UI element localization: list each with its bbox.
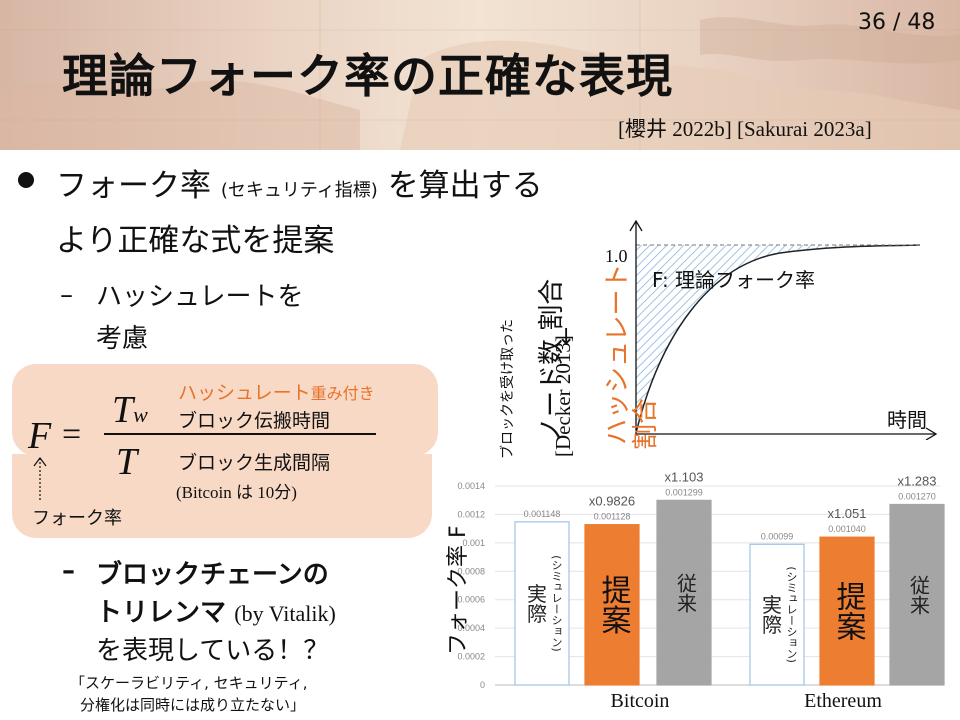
y-tick-label: 0.0014 [457,481,485,491]
bar-name-label: 提案 [831,581,867,641]
label-decker-wrap: [Decker 2013] [525,265,575,465]
bar-value-label: 0.001270 [898,491,936,501]
numerator-subscript: w [133,402,148,427]
y-tick-label: 0.0012 [457,509,485,519]
label-decker: [Decker 2013] [551,335,575,457]
bar-bitcoin-0 [514,521,570,686]
bar-name-label: 提案 [596,575,632,635]
sub-bullet2-line2: トリレンマ (by Vitalik) [96,592,336,629]
formula-denominator: T [116,441,138,483]
formula-box-lower [12,454,432,538]
bar-value-label: 0.001040 [828,524,866,534]
header-map-banner [0,0,960,150]
f-arrow [33,457,47,500]
bar-value-label: 0.001148 [524,509,561,519]
sub-bullet1-line1: ハッシュレートを [96,282,304,312]
by-vitalik: (by Vitalik) [234,601,336,626]
y-tick-label: 0.0002 [457,652,485,662]
y-axis-arrowhead [629,219,643,232]
bar-bitcoin-1 [584,524,640,686]
category-label-bitcoin: Bitcoin [611,690,670,712]
t-note: (Bitcoin は 10分) [176,483,297,502]
main-bullet-line1: フォーク率 (セキュリティ指標) を算出する [56,160,543,205]
bar-ylabel-wrap: フォーク率 F [426,505,471,655]
numerator-T: T [112,389,134,431]
y-tick-label: 0.0008 [457,566,485,576]
bar-sub-label: (シミュレーション) [550,555,563,652]
bar-ratio-label: x1.051 [827,506,866,521]
bar-ratio-label: x0.9826 [589,494,635,509]
x-axis-label: 時間 [887,408,927,432]
references: [櫻井 2022b] [Sakurai 2023a] [618,117,872,141]
bar-sub-label: (シミュレーション) [785,566,798,663]
theory-curve-chart [629,219,938,440]
bar-ethereum-5 [889,503,945,686]
bar-name-label: 従来 [907,574,931,614]
formula-equals: = [62,416,82,453]
sub-bullet-dash: – [60,280,73,310]
sub-bullet1-line2: 考慮 [96,324,149,354]
f-label: フォーク率 [32,508,122,529]
bar-name-label: 従来 [674,572,698,612]
bar-ethereum-4 [819,536,875,686]
main-bullet-suffix: を算出する [387,168,543,204]
y-tick-1: 1.0 [605,246,628,266]
page-number: 36 / 48 [858,10,936,35]
quote-line2: 分権化は同時には成り立たない」 [80,696,306,714]
bar-value-label: 0.00099 [761,531,794,541]
sub-bullet2-line3: を表現している！？ [96,636,330,666]
sub-bullet2-dash: – [62,556,75,586]
x-axis-arrowhead [925,427,938,440]
quote-line1: 「スケーラビリティ, セキュリティ, [70,674,308,692]
bar-value-label: 0.001128 [594,512,631,522]
bar-bitcoin-2 [656,499,712,686]
bar-chart-ylabel: フォーク率 F [446,525,471,655]
tw-label-a: ハッシュレート [178,382,311,404]
tw-label-propagation: ブロック伝搬時間 [178,410,331,432]
formula-box [12,364,438,456]
sub-bullet2-line1: ブロックチェーンの [96,560,329,590]
tw-label-hashrate: ハッシュレート重み付き [178,378,375,405]
bar-ethereum-3 [749,543,805,686]
bar-value-label: 0.001299 [665,487,703,497]
trilemma: トリレンマ [96,598,227,628]
down-arrow: ↓ [557,325,576,350]
main-bullet-paren: (セキュリティ指標) [220,180,378,201]
fork-rate-bar-chart: 0.0014 0.0012 0.001 0.0008 0.0006 0.0004 0.000… [457,469,945,712]
y-tick-label: 0.0006 [457,595,485,605]
main-bullet-line2: より正確な式を提案 [56,223,335,259]
formula-numerator: Tw [112,388,148,432]
label-ratio: 割合 [631,397,661,450]
y-tick-label: 0.001 [462,538,485,548]
main-bullet-prefix: フォーク率 [56,168,211,204]
bar-ratio-label: x1.103 [664,469,703,484]
bar-name-label: 実際 [524,583,548,623]
curve-line [635,244,921,434]
y-tick-label: 0 [480,680,485,690]
fraction-bar [104,433,376,435]
bar-ratio-label: x1.283 [897,473,936,488]
tw-label-b: 重み付き [310,384,375,403]
curve-label: F: 理論フォーク率 [652,268,816,292]
bar-name-label: 実際 [759,594,783,634]
y-tick-label: 0.0004 [457,623,485,633]
formula-lhs: F [28,415,52,457]
world-map-background [0,0,960,150]
slide-title: 理論フォーク率の正確な表現 [62,49,673,103]
orange-label2-wrap: 割合 [585,370,661,450]
category-label-ethereum: Ethereum [804,690,882,712]
t-label: ブロック生成間隔 [178,452,331,474]
bullet-dot [18,172,34,188]
